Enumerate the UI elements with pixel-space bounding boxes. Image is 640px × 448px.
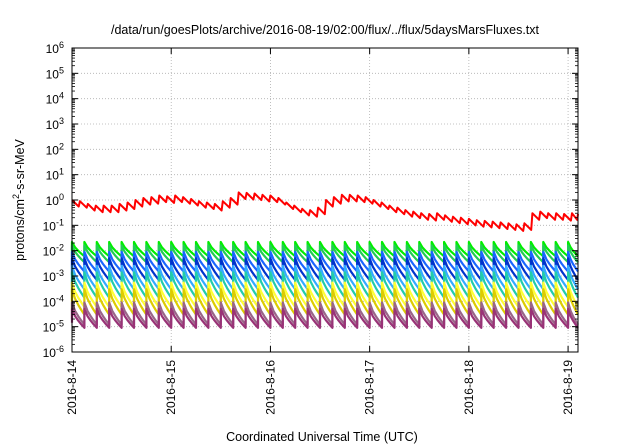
y-tick-label: 10-2 <box>43 243 64 259</box>
y-tick-label: 102 <box>46 141 64 157</box>
y-tick-label: 10-5 <box>43 319 64 335</box>
x-tick-label: 2016-8-14 <box>65 360 79 415</box>
series-line-7 <box>70 271 579 299</box>
y-axis-label-tail: -s-sr-MeV <box>13 138 27 194</box>
y-tick-label: 10-6 <box>43 344 64 360</box>
x-tick-label: 2016-8-17 <box>363 360 377 415</box>
y-tick-label: 103 <box>46 116 64 132</box>
chart-title: /data/run/goesPlots/archive/2016-08-19/0… <box>111 23 540 37</box>
x-axis-ticks: 2016-8-14 2016-8-15 2016-8-16 2016-8-17 2016… <box>65 48 575 415</box>
y-tick-label: 100 <box>46 192 64 208</box>
y-tick-label: 101 <box>46 167 64 183</box>
series-line-10 <box>70 301 579 326</box>
series-line-9 <box>70 288 579 316</box>
y-axis-label: protons/cm2-s-sr-MeV <box>11 138 27 260</box>
series-line-8 <box>70 281 579 309</box>
series-line-2 <box>70 240 579 258</box>
x-tick-label: 2016-8-16 <box>263 360 277 415</box>
series-line-11 <box>70 307 579 329</box>
y-tick-label: 10-4 <box>43 293 64 309</box>
y-tick-label: 106 <box>46 40 64 56</box>
x-axis-label: Coordinated Universal Time (UTC) <box>226 430 418 444</box>
series-line-5 <box>70 257 579 281</box>
series-layer <box>70 191 579 329</box>
series-line-1 <box>71 191 579 232</box>
y-tick-label: 105 <box>46 65 64 81</box>
series-line-3 <box>70 244 579 264</box>
y-axis-ticks: 10-6 10-5 10-4 10-3 10-2 10-1 100 101 102 103 104 1… <box>43 40 578 360</box>
y-tick-label: 10-1 <box>43 217 64 233</box>
x-tick-label: 2016-8-18 <box>462 360 476 415</box>
x-tick-label: 2016-8-15 <box>164 360 178 415</box>
y-axis-label-main: protons/cm <box>13 199 27 261</box>
series-line-6 <box>70 264 579 291</box>
y-tick-label: 104 <box>46 91 64 107</box>
series-line-4 <box>70 250 579 273</box>
y-axis-label-sup: 2 <box>11 194 21 199</box>
y-tick-label: 10-3 <box>43 268 64 284</box>
x-tick-label: 2016-8-19 <box>561 360 575 415</box>
